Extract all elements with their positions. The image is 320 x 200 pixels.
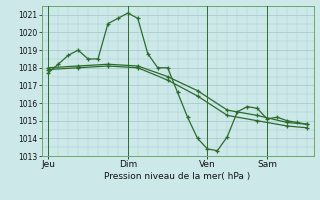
X-axis label: Pression niveau de la mer( hPa ): Pression niveau de la mer( hPa ) xyxy=(104,172,251,181)
